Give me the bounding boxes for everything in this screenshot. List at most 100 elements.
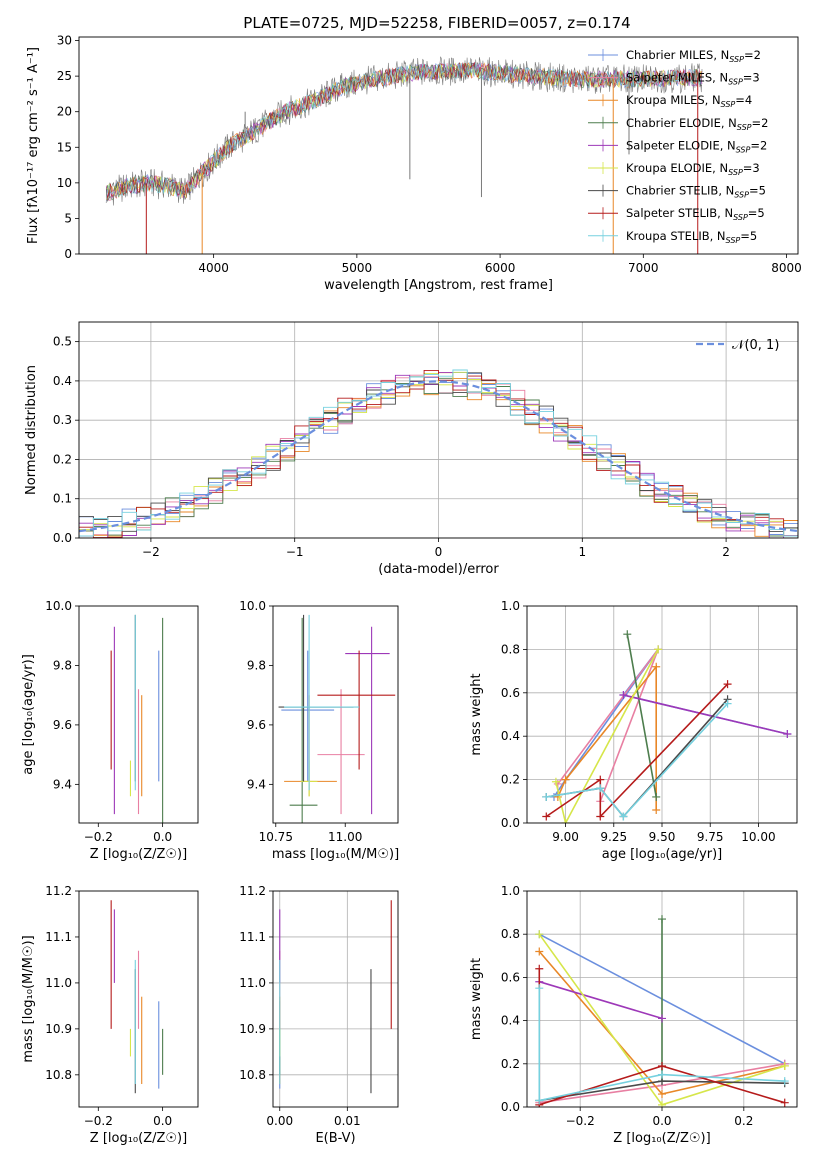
y-tick-label: 0.6 <box>501 686 520 700</box>
y-tick-label: 9.4 <box>247 777 266 791</box>
x-tick-label: 9.25 <box>600 830 627 844</box>
mass-weight-line <box>538 988 785 1102</box>
axes-frame <box>272 890 399 1108</box>
mass-weight-point <box>658 915 666 924</box>
y-tick-label: 0.0 <box>53 531 72 545</box>
panel-mass-vs-Z: −0.2 0.0 10.8 10.9 11.0 11.1 11.2 Z [log₁₀(Z/Z☉… <box>21 884 199 1146</box>
legend-text: Chabrier ELODIE, N <box>626 116 737 130</box>
axes-frame <box>78 890 199 1108</box>
panel-spectrum: 4000 5000 6000 7000 8000 0 5 10 15 20 25 30 waveleng… <box>26 34 802 293</box>
plot-area-mass-vs-EBV <box>273 891 398 1107</box>
x-tick-label: 10.75 <box>259 830 293 844</box>
x-tick-label: 0.2 <box>734 1114 753 1128</box>
legend-entry: Kroupa STELIB, NSSP=5 <box>626 229 757 245</box>
legend-suffix: =2 <box>752 116 769 130</box>
x-axis-label: Z [log₁₀(Z/Z☉)] <box>613 1131 710 1146</box>
residual-histogram-step <box>79 369 798 538</box>
x-tick-label: 5000 <box>342 261 373 275</box>
x-tick-label: 0.00 <box>266 1114 293 1128</box>
model-spectrum-line <box>105 61 703 199</box>
y-tick-label: 9.8 <box>53 658 72 672</box>
y-tick-label: 10.9 <box>239 1022 266 1036</box>
y-tick-label: 10 <box>57 176 72 190</box>
mass-weight-point <box>780 1061 789 1070</box>
y-tick-label: 11.0 <box>45 976 72 990</box>
y-tick-label: 9.6 <box>53 718 72 732</box>
legend-subscript: SSP <box>736 145 751 154</box>
legend-suffix: =2 <box>750 138 767 152</box>
x-tick-label: −2 <box>142 545 160 559</box>
y-tick-label: 11.0 <box>239 976 266 990</box>
legend-subscript: SSP <box>729 55 744 64</box>
y-tick-label: 0.4 <box>501 1014 520 1028</box>
legend-suffix: =4 <box>735 93 752 107</box>
legend-text: Kroupa MILES, N <box>626 93 721 107</box>
y-tick-label: 1.0 <box>501 599 520 613</box>
mass-weight-line <box>557 664 657 810</box>
x-tick-label: 10.00 <box>741 830 775 844</box>
y-tick-label: 0.8 <box>501 642 520 656</box>
panel-weight-vs-age: 9.00 9.25 9.50 9.75 10.00 0.0 0.2 0.4 0.6 0.8 1.0 a… <box>469 599 798 862</box>
y-axis-label: Normed distribution <box>24 365 39 495</box>
mass-weight-point <box>658 1070 666 1079</box>
legend-suffix: =5 <box>740 229 757 243</box>
mass-weight-point <box>723 699 732 708</box>
mass-weight-point <box>596 775 605 784</box>
legend-text: Chabrier STELIB, N <box>626 184 734 198</box>
x-axis-label: wavelength [Angstrom, rest frame] <box>324 278 553 293</box>
y-tick-label: 0.6 <box>501 970 520 984</box>
mass-weight-point <box>561 775 570 784</box>
y-tick-label: 10.0 <box>239 599 266 613</box>
mass-weight-point <box>652 805 661 814</box>
y-tick-label: 11.1 <box>45 930 72 944</box>
panel-age-vs-Z: −0.2 0.0 9.4 9.6 9.8 10.0 Z [log₁₀(Z/Z☉)] age [… <box>21 599 199 862</box>
mass-weight-point <box>535 930 544 939</box>
x-tick-label: −1 <box>286 545 304 559</box>
y-tick-label: 0.0 <box>501 1100 520 1114</box>
mass-weight-point <box>619 812 628 821</box>
x-tick-label: 4000 <box>198 261 229 275</box>
legend-subscript: SSP <box>733 213 748 222</box>
y-tick-label: 11.2 <box>45 884 72 898</box>
legend-text: Kroupa ELODIE, N <box>626 161 728 175</box>
panel-weight-vs-Z: −0.2 0.0 0.2 0.0 0.2 0.4 0.6 0.8 1.0 Z [log₁₀(Z/Z… <box>469 884 798 1146</box>
mass-weight-point <box>561 819 570 823</box>
legend-subscript: SSP <box>734 191 749 200</box>
legend-entry: Salpeter STELIB, NSSP=5 <box>626 206 765 222</box>
legend-suffix: =5 <box>748 206 765 220</box>
y-tick-label: 9.6 <box>247 718 266 732</box>
x-tick-label: −0.2 <box>84 830 113 844</box>
legend-entry: Salpeter MILES, NSSP=3 <box>626 71 760 87</box>
y-tick-label: 0.2 <box>501 1057 520 1071</box>
x-axis-label: E(B-V) <box>315 1131 355 1146</box>
mass-weight-point <box>658 1014 666 1023</box>
y-tick-label: 20 <box>57 105 72 119</box>
normal-distribution-curve <box>79 380 798 533</box>
y-tick-label: 10.9 <box>45 1022 72 1036</box>
x-tick-label: 8000 <box>771 261 802 275</box>
legend-suffix: =2 <box>744 48 761 62</box>
legend-entry: 𝒩(0, 1) <box>732 338 779 353</box>
legend-text: Salpeter STELIB, N <box>626 206 733 220</box>
x-tick-label: 0.01 <box>334 1114 361 1128</box>
y-tick-label: 0.4 <box>501 729 520 743</box>
x-tick-label: −0.2 <box>566 1114 595 1128</box>
x-tick-label: 9.00 <box>552 830 579 844</box>
mass-weight-line <box>553 648 788 798</box>
y-axis-label: age [log₁₀(age/yr)] <box>21 654 36 775</box>
mass-weight-point <box>652 662 661 671</box>
mass-weight-line <box>623 694 788 735</box>
panel-mass-vs-EBV: 0.00 0.01 10.8 10.9 11.0 11.1 11.2 E(B-V) <box>239 884 399 1146</box>
figure-title: PLATE=0725, MJD=52258, FIBERID=0057, z=0… <box>243 14 630 32</box>
legend-suffix: =3 <box>743 71 760 85</box>
residual-histogram-step <box>79 369 798 538</box>
x-axis-label: Z [log₁₀(Z/Z☉)] <box>90 1131 187 1146</box>
legend-subscript: SSP <box>728 78 743 87</box>
mass-weight-point <box>652 792 661 801</box>
model-spectrum-line <box>106 62 703 199</box>
y-axis-label: mass [log₁₀(M/M☉)] <box>21 935 36 1062</box>
legend-entry: Kroupa MILES, NSSP=4 <box>626 93 752 109</box>
y-tick-label: 30 <box>57 34 72 48</box>
mass-weight-point <box>535 1096 544 1105</box>
legend-entry: Chabrier MILES, NSSP=2 <box>626 48 761 64</box>
